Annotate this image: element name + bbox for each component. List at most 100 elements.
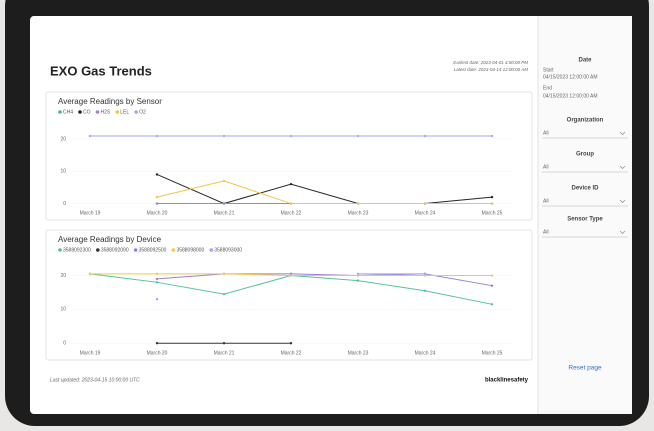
data-point — [356, 279, 360, 282]
legend-swatch — [58, 248, 62, 252]
brand: blacklinesafety — [485, 378, 529, 384]
end-label: End — [543, 85, 552, 91]
data-point — [88, 134, 92, 138]
data-point — [356, 202, 360, 205]
data-point — [490, 134, 494, 138]
y-tick-label: 20 — [60, 136, 66, 142]
data-point — [222, 179, 226, 183]
filter-label: Organization — [567, 118, 604, 124]
data-point — [222, 342, 226, 345]
data-point — [289, 182, 293, 186]
data-point — [155, 173, 159, 176]
x-tick-label: March 22 — [281, 210, 302, 216]
x-tick-label: March 25 — [482, 350, 503, 356]
x-tick-label: March 19 — [80, 210, 101, 216]
legend-label: 3588092500 — [139, 247, 167, 253]
data-point — [490, 202, 494, 205]
data-point — [423, 202, 427, 205]
data-point — [356, 134, 360, 138]
legend-label: 3588092300 — [63, 247, 91, 253]
data-point — [490, 303, 494, 306]
page-title: EXO Gas Trends — [50, 63, 152, 78]
legend-label: LEL — [120, 109, 129, 115]
last-updated: Last updated: 2023-04-15 10:00:00 UTC — [50, 377, 140, 383]
y-tick-label: 0 — [63, 341, 66, 347]
data-point — [222, 272, 226, 276]
x-tick-label: March 21 — [214, 210, 235, 216]
data-point — [423, 274, 427, 277]
data-point — [423, 134, 427, 138]
legend-swatch — [171, 248, 176, 252]
dropdown-chevron — [619, 131, 626, 135]
chart-title: Average Readings by Sensor — [58, 97, 162, 106]
dropdown-value[interactable]: All — [543, 130, 549, 136]
chart-panel — [45, 91, 533, 221]
data-point — [222, 292, 226, 296]
filter-label: Device ID — [571, 186, 599, 192]
sidebar — [538, 16, 632, 414]
data-point — [423, 289, 427, 292]
x-tick-label: March 19 — [80, 350, 101, 356]
data-point — [155, 195, 159, 199]
data-point — [289, 274, 293, 277]
series-line — [156, 180, 492, 205]
data-point — [356, 272, 360, 276]
legend-label: 3588092090 — [101, 247, 129, 253]
data-point — [289, 342, 293, 345]
dropdown-value[interactable]: All — [543, 198, 549, 204]
legend-swatch — [133, 248, 138, 252]
data-point — [289, 134, 293, 138]
legend-label: 3588093000 — [214, 247, 242, 253]
data-point — [155, 298, 159, 301]
x-tick-label: March 22 — [281, 350, 302, 356]
x-tick-label: March 20 — [147, 350, 168, 356]
earliest-date: Earliest date: 2023-04-01 4:00:00 PM — [453, 60, 528, 65]
x-tick-label: March 20 — [147, 210, 168, 216]
chart-panel — [45, 229, 533, 361]
reset-button[interactable]: Reset page — [568, 365, 602, 372]
legend-swatch — [115, 110, 120, 114]
legend-label: 3588098000 — [176, 247, 204, 253]
data-point — [155, 202, 159, 205]
legend-swatch — [209, 248, 214, 252]
y-tick-label: 10 — [60, 307, 66, 313]
x-tick-label: March 24 — [415, 350, 436, 356]
data-point — [155, 277, 159, 281]
legend-label: CO — [83, 109, 91, 115]
data-point — [490, 195, 494, 199]
legend-swatch — [78, 110, 82, 114]
data-point — [88, 272, 92, 276]
data-point — [356, 274, 360, 277]
data-point — [222, 134, 226, 138]
filter-label: Group — [576, 152, 594, 158]
dropdown-chevron — [619, 199, 626, 203]
data-point — [155, 281, 159, 284]
data-point — [423, 272, 427, 276]
legend-label: CH4 — [63, 109, 73, 115]
series-line — [156, 174, 493, 205]
dropdown-value[interactable]: All — [543, 229, 549, 235]
legend-swatch — [134, 110, 138, 114]
x-tick-label: March 23 — [348, 350, 369, 356]
legend-swatch — [58, 110, 62, 114]
x-tick-label: March 24 — [415, 210, 436, 216]
legend-swatch — [96, 248, 100, 252]
y-tick-label: 0 — [63, 201, 66, 207]
start-date[interactable]: 04/15/2023 12:00:00 AM — [543, 74, 598, 80]
filter-label: Sensor Type — [567, 217, 603, 223]
legend-label: O2 — [139, 109, 146, 115]
filter-label: Date — [578, 58, 592, 64]
legend-swatch — [95, 110, 100, 114]
x-tick-label: March 23 — [348, 210, 369, 216]
data-point — [289, 202, 293, 205]
dropdown-value[interactable]: All — [543, 164, 549, 170]
data-point — [155, 272, 159, 276]
end-date[interactable]: 04/15/2023 12:00:00 AM — [543, 93, 598, 99]
data-point — [155, 134, 159, 138]
data-point — [155, 342, 159, 345]
y-tick-label: 20 — [60, 273, 66, 279]
data-point — [222, 202, 226, 205]
legend-label: H2S — [101, 109, 111, 115]
